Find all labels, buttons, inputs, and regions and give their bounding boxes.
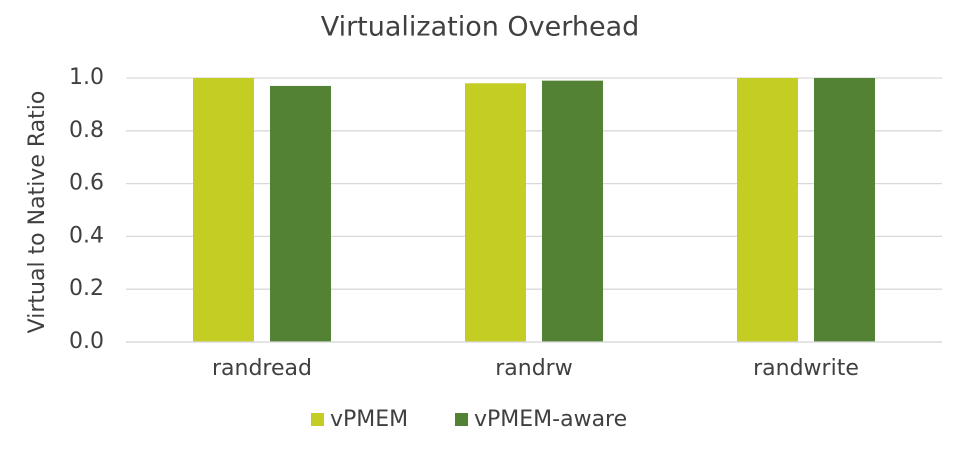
bar <box>193 78 254 342</box>
bar <box>814 78 875 342</box>
bar <box>465 83 526 342</box>
bar <box>542 80 603 342</box>
bar <box>737 78 798 342</box>
legend-swatch <box>455 413 468 426</box>
y-tick-label: 0.4 <box>69 223 104 248</box>
x-tick-label: randwrite <box>753 356 859 381</box>
legend-label: vPMEM-aware <box>474 407 627 432</box>
y-tick-label: 1.0 <box>69 65 104 90</box>
y-tick-label: 0.2 <box>69 276 104 301</box>
x-tick-label: randrw <box>495 356 572 381</box>
legend-swatch <box>311 413 324 426</box>
bar <box>270 85 331 343</box>
y-tick-label: 0.0 <box>69 329 104 354</box>
y-axis-label: Virtual to Native Ratio <box>25 91 50 334</box>
x-tick-label: randread <box>212 356 312 381</box>
chart-title: Virtualization Overhead <box>321 12 640 43</box>
y-tick-label: 0.6 <box>69 171 104 196</box>
legend-label: vPMEM <box>330 407 408 432</box>
y-tick-label: 0.8 <box>69 118 104 143</box>
